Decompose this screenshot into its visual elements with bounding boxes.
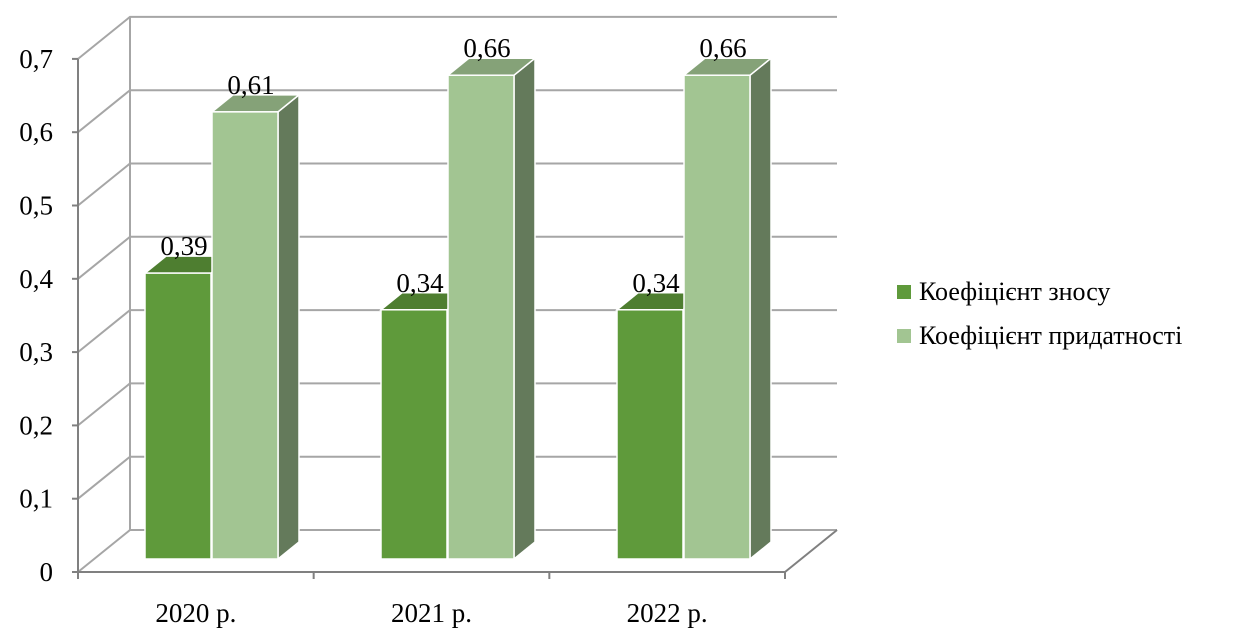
grid-layer [72, 15, 838, 579]
bar [144, 272, 212, 560]
x-tick-label: 2021 р. [391, 598, 472, 628]
legend-swatch-series-0 [897, 285, 911, 299]
legend-swatch-series-1 [897, 329, 911, 343]
legend-item-series-0[interactable]: Коефіцієнт зносу [897, 270, 1182, 314]
data-label: 0,66 [699, 33, 746, 63]
legend-item-series-1[interactable]: Коефіцієнт придатності [897, 314, 1182, 358]
y-tick-label: 0 [40, 557, 54, 587]
legend-label-series-1: Коефіцієнт придатності [919, 321, 1183, 350]
y-tick-label: 0,7 [19, 44, 53, 74]
label-layer: 0 0,1 0,2 0,3 0,4 0,5 0,6 0,7 2020 р. 2021 р. 2022… [19, 33, 746, 628]
bar-side-face [513, 56, 536, 561]
data-label: 0,34 [632, 268, 680, 298]
x-tick-label: 2022 р. [627, 598, 708, 628]
bar [447, 74, 515, 560]
y-tick-label: 0,5 [19, 191, 53, 221]
bar [616, 309, 684, 560]
y-tick-label: 0,2 [19, 410, 53, 440]
bar-layer [142, 56, 774, 561]
bar [683, 74, 751, 560]
floor-right-edge [784, 529, 838, 573]
legend: Коефіцієнт зносу Коефіцієнт придатності [897, 270, 1182, 358]
x-tick-label: 2020 р. [155, 598, 236, 628]
y-tick-label: 0,3 [19, 337, 53, 367]
data-label: 0,39 [160, 231, 207, 261]
y-tick-label: 0,6 [19, 117, 53, 147]
y-tick-label: 0,4 [19, 264, 53, 294]
bar-side-face [749, 56, 772, 561]
legend-label-series-0: Коефіцієнт зносу [919, 277, 1111, 306]
data-label: 0,61 [227, 70, 274, 100]
bar [211, 111, 279, 560]
data-label: 0,66 [463, 33, 510, 63]
bar [380, 309, 448, 560]
bar-side-face [277, 93, 300, 561]
y-tick-label: 0,1 [19, 484, 53, 514]
data-label: 0,34 [396, 268, 444, 298]
